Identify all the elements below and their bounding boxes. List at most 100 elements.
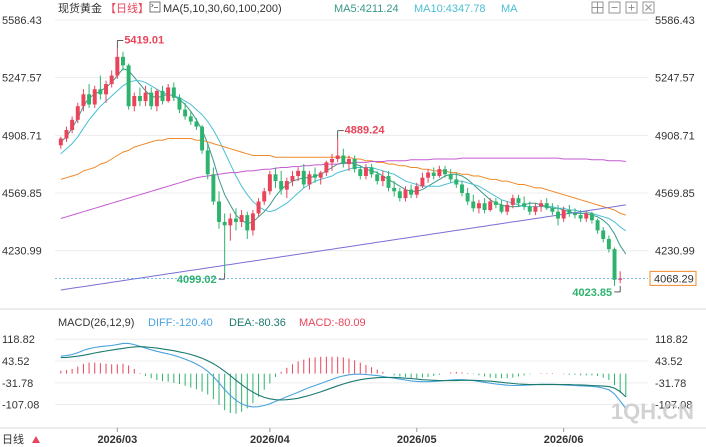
candle — [420, 172, 425, 188]
candle — [341, 148, 346, 168]
macd-tick-label-right: -107.08 — [655, 400, 692, 412]
macd-lines — [60, 342, 627, 409]
price-annotations: 5419.01 4099.02 4889.24 4023.85 — [116, 34, 621, 299]
candle — [403, 186, 408, 202]
candle — [115, 48, 120, 79]
minus-icon[interactable] — [608, 1, 621, 14]
main-gridlines — [55, 19, 648, 252]
price-tick-label-left: 5586.43 — [2, 15, 42, 27]
candle — [75, 102, 80, 124]
candle — [476, 199, 481, 214]
price-tick-label-left: 4569.85 — [2, 188, 42, 200]
candle — [516, 194, 521, 207]
candle-body — [522, 203, 527, 207]
candle — [493, 198, 498, 209]
candle-body — [267, 174, 272, 192]
macd-tick-label-left: -107.08 — [2, 400, 39, 412]
candle — [471, 194, 476, 212]
candle-body — [476, 203, 481, 209]
candle — [318, 170, 323, 185]
candle — [459, 181, 464, 197]
candle — [612, 247, 617, 286]
candle-body — [296, 170, 301, 176]
candle — [522, 196, 527, 211]
candle-body — [420, 177, 425, 187]
candle-body — [341, 155, 346, 165]
candle-body — [392, 187, 397, 192]
candle — [380, 170, 385, 187]
macd-macd-value: MACD:-80.09 — [299, 317, 366, 329]
candle — [166, 84, 171, 103]
candle-body — [301, 170, 306, 185]
macd-axis-left: 118.82 43.52 -31.78 -107.08 — [2, 334, 39, 412]
candle — [510, 194, 515, 209]
candle — [132, 92, 137, 112]
candle-body — [120, 56, 125, 66]
candle-body — [115, 56, 120, 76]
candle-body — [437, 169, 442, 176]
candle — [58, 136, 63, 149]
price-tick-label-left: 4230.99 — [2, 246, 42, 258]
candle-body — [505, 204, 510, 212]
close-icon[interactable] — [642, 1, 655, 14]
annotation-label: 4023.85 — [572, 287, 612, 299]
candle — [499, 199, 504, 214]
candle — [431, 167, 436, 180]
candle — [284, 177, 289, 199]
candle — [426, 169, 431, 183]
candle-body — [386, 175, 391, 188]
macd-tick-label-right: 118.82 — [655, 334, 688, 346]
date-tick-label: 2026/06 — [544, 434, 584, 446]
candle-body — [256, 201, 261, 214]
candle-body — [126, 65, 131, 107]
indicator-switch-icon[interactable] — [149, 1, 161, 13]
ma-settings-label[interactable]: MA(5,10,30,60,100,200) — [163, 3, 282, 15]
candle-body — [488, 201, 493, 211]
annotation-high: 5419.01 — [116, 34, 164, 49]
candle-body — [358, 169, 363, 176]
candle — [584, 211, 589, 222]
grid-icon[interactable] — [591, 1, 604, 14]
candle-body — [539, 203, 544, 207]
last-price-value: 4068.29 — [654, 273, 694, 285]
candle-body — [448, 174, 453, 180]
candle — [601, 227, 606, 243]
candle — [556, 204, 561, 226]
period-label[interactable]: 【日线】 — [105, 1, 149, 15]
candle-body — [346, 158, 351, 165]
candle-body — [409, 189, 414, 195]
ma-more-value: MA — [501, 3, 518, 15]
dea-line — [60, 346, 627, 401]
candle-body — [493, 201, 498, 205]
annotation-low: 4023.85 — [572, 285, 621, 299]
candle-body — [313, 174, 318, 178]
candle-body — [228, 218, 233, 226]
candle — [324, 160, 329, 176]
candlestick-series — [58, 48, 623, 286]
candle — [595, 218, 600, 234]
candle — [454, 172, 459, 188]
candle — [205, 143, 210, 180]
candle — [301, 164, 306, 188]
candle-body — [109, 75, 114, 85]
candle — [200, 124, 205, 154]
candle-body — [245, 215, 250, 231]
candle — [183, 102, 188, 120]
candle-body — [330, 158, 335, 163]
candle — [567, 204, 572, 217]
candle — [160, 85, 165, 105]
candle-body — [262, 191, 267, 202]
candle-body — [556, 211, 561, 219]
period-switch-button[interactable]: 日线 — [2, 432, 40, 446]
candle-body — [70, 119, 75, 131]
plus-icon[interactable] — [625, 1, 638, 14]
candle — [578, 210, 583, 222]
price-tick-label-left: 4908.71 — [2, 130, 42, 142]
candle-body — [414, 186, 419, 195]
candle-body — [335, 155, 340, 159]
candle — [330, 153, 335, 171]
candle-body — [58, 138, 63, 146]
price-axis-right: 5586.43 5247.57 4908.71 4569.85 4230.99 — [655, 15, 695, 258]
candle-body — [572, 213, 577, 216]
